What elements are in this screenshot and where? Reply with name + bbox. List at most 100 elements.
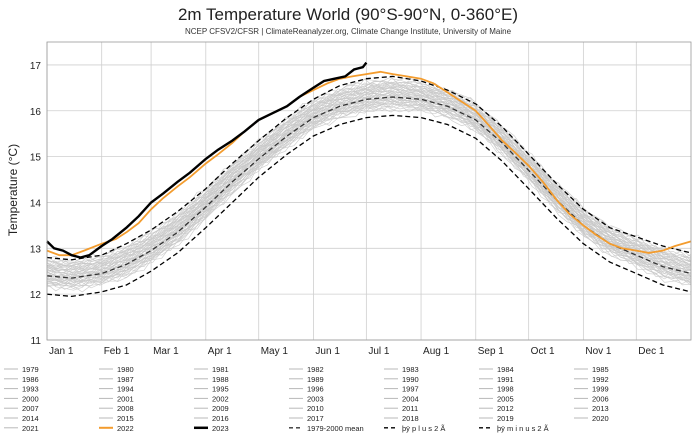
legend-label: 1980 <box>117 365 134 374</box>
legend-label: 2012 <box>497 404 514 413</box>
series-line-1994 <box>46 94 692 283</box>
series-line-2017 <box>46 79 692 271</box>
x-tick-label: Apr 1 <box>208 346 232 357</box>
legend-label: 1987 <box>117 375 134 384</box>
legend-label: 1994 <box>117 385 134 394</box>
y-tick-label: 13 <box>30 244 42 255</box>
series-line-minus-2-sigma <box>46 114 692 298</box>
legend-label: 2001 <box>117 394 134 403</box>
legend-label: 2013 <box>592 404 609 413</box>
legend-label: 1983 <box>402 365 419 374</box>
x-tick-label: Feb 1 <box>104 346 130 357</box>
legend-label: 1984 <box>497 365 514 374</box>
series-line-plus-2-sigma <box>46 75 692 261</box>
series-line-2011 <box>46 81 692 272</box>
x-tick-label: Jun 1 <box>315 346 340 357</box>
grid <box>46 42 691 341</box>
x-tick-label: Nov 1 <box>585 346 612 357</box>
series-line-2023 <box>46 61 368 259</box>
legend-label: 2018 <box>402 414 419 423</box>
legend-label: 1982 <box>307 365 324 374</box>
legend-label: 1998 <box>497 385 514 394</box>
plot-frame <box>46 41 692 341</box>
legend-label: 1990 <box>402 375 419 384</box>
x-tick-label: Jul 1 <box>368 346 390 357</box>
series-line-2002 <box>46 89 692 280</box>
series-line-2010 <box>46 84 692 273</box>
chart-title: 2m Temperature World (90°S-90°N, 0-360°E… <box>178 5 518 24</box>
legend-label: 1981 <box>212 365 229 374</box>
legend-label: þÿ p l u s 2 Ã <box>402 424 445 433</box>
legend-label: 2003 <box>307 394 324 403</box>
series-line-1989 <box>46 97 692 284</box>
y-tick-label: 12 <box>30 290 42 301</box>
series-line-1997 <box>46 92 692 281</box>
x-tick-label: May 1 <box>261 346 289 357</box>
legend: 1979 1980 1981 1982 1983 1984 1985 1986 1987 1988… <box>4 365 609 433</box>
series-line-1990 <box>46 95 692 284</box>
legend-label: 2019 <box>497 414 514 423</box>
legend-label: 2007 <box>22 404 39 413</box>
y-tick-label: 11 <box>31 336 42 347</box>
series-line-2004 <box>46 86 692 277</box>
legend-label: 1992 <box>592 375 609 384</box>
x-tick-label: Jan 1 <box>49 346 74 357</box>
series-line-2007 <box>46 86 692 274</box>
legend-label: 2015 <box>117 414 134 423</box>
legend-label: 2009 <box>212 404 229 413</box>
x-tick-label: Mar 1 <box>153 346 179 357</box>
plot-border <box>46 41 692 341</box>
series-line-1988 <box>46 96 692 287</box>
legend-label: 2014 <box>22 414 39 423</box>
y-tick-label: 15 <box>30 153 42 164</box>
legend-label: 2020 <box>592 414 609 423</box>
x-tick-label: Oct 1 <box>531 346 555 357</box>
y-axis-label: Temperature (°C) <box>6 144 20 236</box>
legend-label: 1993 <box>22 385 39 394</box>
series-line-2009 <box>46 85 692 275</box>
legend-label: 2002 <box>212 394 229 403</box>
y-tick-label: 14 <box>30 198 42 209</box>
legend-label: 1999 <box>592 385 609 394</box>
legend-label: 1985 <box>592 365 609 374</box>
series-line-1983 <box>46 100 692 289</box>
x-tick-label: Aug 1 <box>423 346 450 357</box>
y-tick-label: 17 <box>30 61 42 72</box>
legend-label: 2004 <box>402 394 419 403</box>
series-line-1998 <box>46 92 692 279</box>
legend-label: 2006 <box>592 394 609 403</box>
legend-label: 2022 <box>117 424 134 433</box>
legend-label: þÿ m i n u s 2 Ã <box>497 424 549 433</box>
legend-label: 2005 <box>497 394 514 403</box>
chart-subtitle: NCEP CFSV2/CFSR | ClimateReanalyzer.org,… <box>185 27 512 36</box>
series-layer <box>46 61 692 298</box>
series-line-2022 <box>46 70 692 257</box>
legend-label: 1989 <box>307 375 324 384</box>
legend-label: 1986 <box>22 375 39 384</box>
series-line-2018 <box>46 78 692 266</box>
legend-label: 1979 <box>22 365 39 374</box>
legend-label: 2021 <box>22 424 39 433</box>
legend-label: 2008 <box>117 404 134 413</box>
series-line-2003 <box>46 87 692 277</box>
series-line-1986 <box>46 98 692 287</box>
legend-label: 2023 <box>212 424 229 433</box>
y-tick-label: 16 <box>30 107 42 118</box>
x-tick-label: Sep 1 <box>478 346 505 357</box>
legend-label: 2016 <box>212 414 229 423</box>
legend-label: 2010 <box>307 404 324 413</box>
legend-label: 1996 <box>307 385 324 394</box>
legend-label: 2011 <box>402 404 418 413</box>
legend-label: 1979-2000 mean <box>307 424 364 433</box>
x-tick-label: Dec 1 <box>638 346 665 357</box>
series-line-1985 <box>46 98 692 287</box>
series-line-2019 <box>46 76 692 267</box>
legend-label: 1997 <box>402 385 419 394</box>
series-line-1981 <box>46 100 692 292</box>
legend-label: 1995 <box>212 385 229 394</box>
series-line-1982 <box>46 102 692 289</box>
legend-label: 1991 <box>497 375 514 384</box>
legend-label: 2017 <box>307 414 324 423</box>
legend-label: 2000 <box>22 394 39 403</box>
